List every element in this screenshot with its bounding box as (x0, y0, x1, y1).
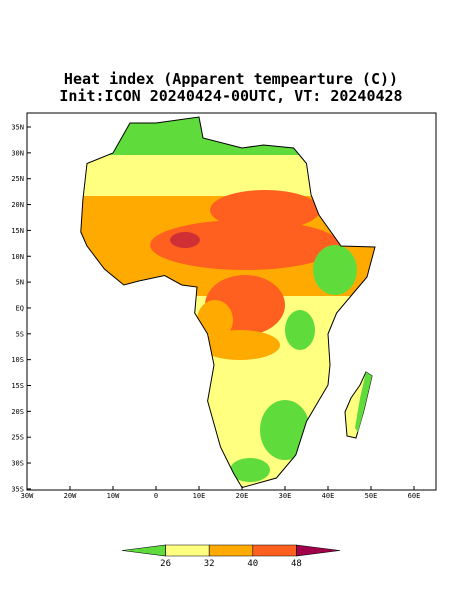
lon-label: 30E (279, 492, 292, 500)
lon-label: 20E (236, 492, 249, 500)
title-line2: Init:ICON 20240424-00UTC, VT: 20240428 (59, 87, 402, 105)
lat-label: 35S (11, 485, 24, 493)
lon-label: 20W (64, 492, 77, 500)
colorbar-swatch (296, 544, 341, 557)
africa-outline (80, 116, 376, 489)
colorbar-label: 32 (204, 559, 215, 569)
lon-label: 40E (322, 492, 335, 500)
title-line1: Heat index (Apparent tempearture (C)) (64, 70, 398, 88)
colorbar-label: 26 (160, 559, 171, 569)
lon-label: 30W (21, 492, 34, 500)
colorbar: 26 32 40 48 (121, 544, 341, 569)
colorbar-label: 48 (291, 559, 302, 569)
lat-label: 20S (11, 408, 24, 416)
lat-label: 30S (11, 460, 24, 468)
lon-labels: 30W 20W 10W 0 10E 20E 30E 40E 50E 60E (21, 486, 421, 500)
lat-label: 15N (11, 227, 24, 235)
lat-label: 10S (11, 356, 24, 364)
lat-label: 5N (16, 279, 24, 287)
colorbar-swatch (165, 544, 210, 557)
lat-label: 20N (11, 201, 24, 209)
madagascar-green (355, 372, 372, 432)
lat-label: 10N (11, 253, 24, 261)
lat-label: EQ (16, 304, 24, 312)
lat-label: 5S (16, 330, 24, 338)
lat-label: 35N (11, 124, 24, 132)
lat-label: 25S (11, 434, 24, 442)
lat-label: 30N (11, 149, 24, 157)
lon-label: 0 (154, 492, 158, 500)
lon-label: 50E (365, 492, 378, 500)
lat-label: 15S (11, 382, 24, 390)
lat-label: 25N (11, 175, 24, 183)
lon-label: 60E (408, 492, 421, 500)
lon-label: 10E (193, 492, 206, 500)
lon-label: 10W (107, 492, 120, 500)
colorbar-swatch (208, 544, 254, 557)
lat-labels: 35N 30N 25N 20N 15N 10N 5N EQ 5S 10S 15S 20S 25S 30S 3… (11, 124, 31, 493)
colorbar-swatch (121, 544, 166, 557)
colorbar-label: 40 (247, 559, 258, 569)
colorbar-swatch (252, 544, 297, 557)
